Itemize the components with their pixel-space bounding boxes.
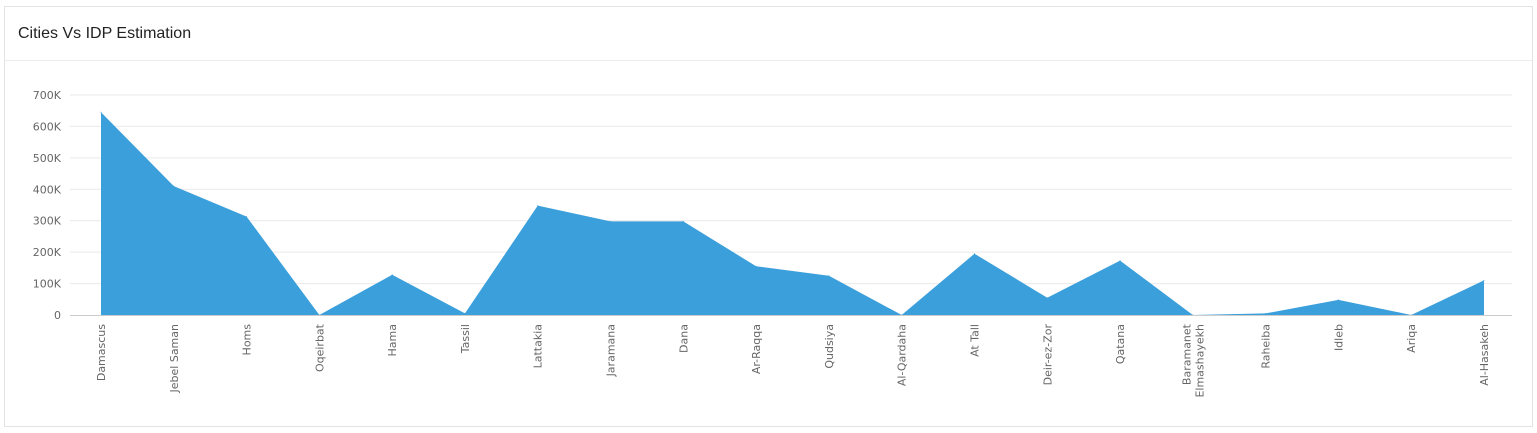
x-tick-label: Damascus — [95, 324, 108, 381]
card-header: Cities Vs IDP Estimation — [5, 7, 1532, 61]
x-tick-label: Lattakia — [532, 324, 545, 368]
x-tick-label: Idleb — [1332, 324, 1345, 351]
data-point — [246, 216, 248, 218]
data-point — [100, 111, 102, 113]
y-tick-label: 600K — [33, 120, 62, 133]
data-point — [1337, 299, 1339, 301]
x-tick-label: Al-Hasakeh — [1478, 324, 1491, 386]
x-tick-label: Qatana — [1114, 324, 1127, 364]
y-tick-label: 400K — [33, 183, 62, 196]
y-tick-label: 0 — [54, 309, 61, 322]
x-tick-label: Hama — [386, 324, 399, 356]
x-tick-label: Elmashayekh — [1193, 324, 1206, 398]
data-point — [610, 220, 612, 222]
y-tick-label: 700K — [33, 89, 62, 102]
data-point — [1265, 312, 1267, 314]
x-tick-label: Deir-ez-Zor — [1041, 324, 1054, 386]
data-point — [173, 185, 175, 187]
data-point — [1046, 297, 1048, 299]
y-tick-label: 100K — [33, 278, 62, 291]
data-point — [1119, 260, 1121, 262]
x-tick-label: Ar-Raqqa — [750, 324, 763, 374]
chart-title: Cities Vs IDP Estimation — [18, 24, 192, 42]
x-tick-label: Baramanet — [1180, 323, 1193, 385]
y-gridlines — [70, 94, 1512, 285]
data-point — [391, 274, 393, 276]
area-series — [101, 112, 1484, 316]
data-point — [537, 205, 539, 207]
x-tick-label: Ariqa — [1405, 324, 1418, 353]
x-tick-label: Oqeirbat — [313, 323, 326, 372]
data-point — [1483, 279, 1485, 281]
x-tick-label: Jebel Saman — [168, 324, 181, 393]
x-tick-label: Jaramana — [605, 324, 618, 377]
chart-card: Cities Vs IDP Estimation — [4, 6, 1533, 427]
data-point — [973, 253, 975, 255]
data-point — [682, 220, 684, 222]
x-tick-label: Raheiba — [1260, 324, 1273, 369]
x-axis-labels: Damascus Jebel Saman Homs Oqeirbat Hama Tassi… — [95, 323, 1491, 397]
x-tick-label: Homs — [241, 324, 254, 356]
y-axis-labels: 0 100K 200K 300K 400K 500K 600K 700K — [33, 89, 62, 322]
y-tick-label: 200K — [33, 246, 62, 259]
x-tick-label: Tassil — [459, 324, 472, 354]
x-tick-label: Qudsiya — [823, 324, 836, 369]
x-tick-label: Al-Qardaha — [896, 324, 909, 386]
data-point — [755, 265, 757, 267]
y-tick-label: 300K — [33, 215, 62, 228]
x-tick-label: At Tall — [968, 324, 981, 357]
y-tick-label: 500K — [33, 152, 62, 165]
data-point — [828, 275, 830, 277]
x-tick-label: Dana — [677, 324, 690, 353]
data-point — [464, 312, 466, 314]
